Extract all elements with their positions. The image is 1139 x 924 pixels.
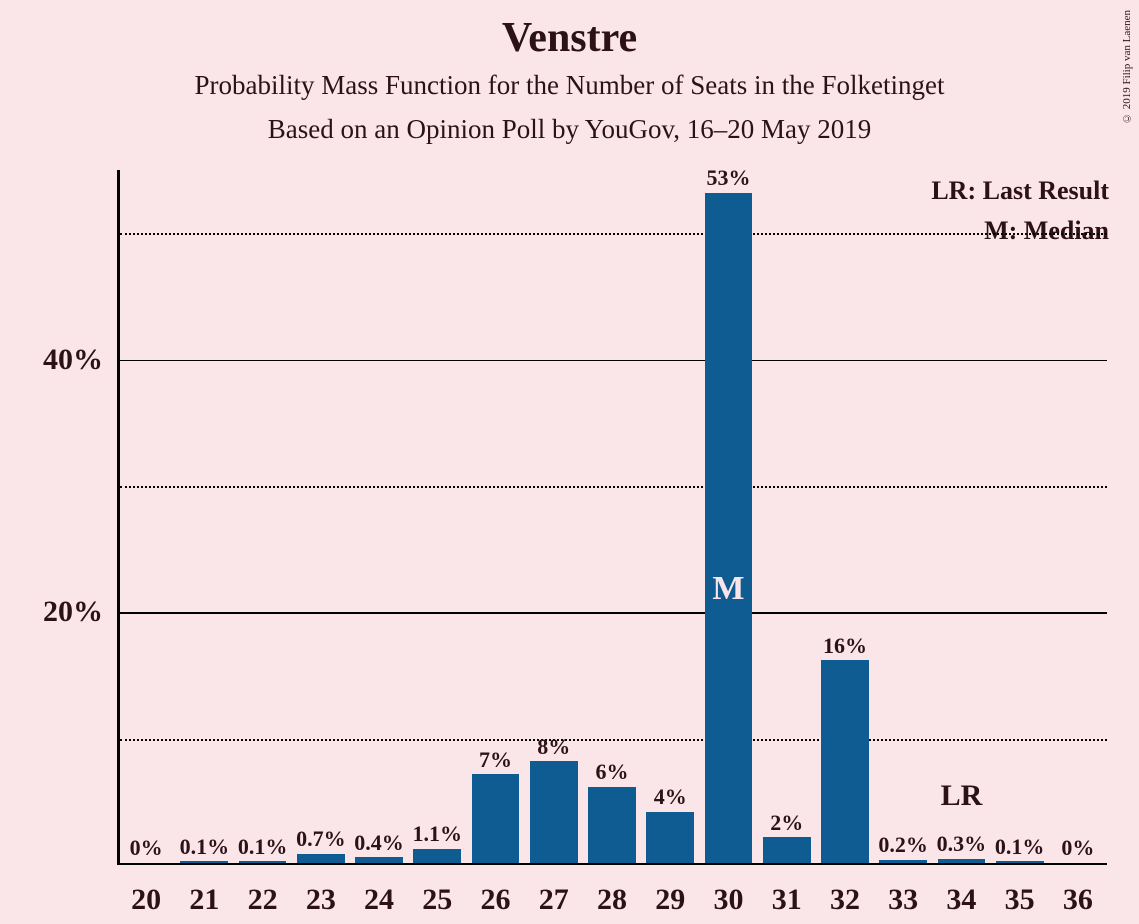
x-tick-label: 29 bbox=[655, 883, 685, 917]
plot-area: 0%0.1%0.1%0.7%0.4%1.1%7%8%6%4%53%M2%16%0… bbox=[117, 170, 1107, 865]
bar bbox=[879, 860, 927, 863]
bar bbox=[821, 660, 869, 862]
x-axis bbox=[117, 863, 1107, 866]
bar bbox=[996, 861, 1044, 862]
bar bbox=[413, 849, 461, 863]
bar-value-label: 2% bbox=[770, 810, 803, 836]
bar-value-label: 0% bbox=[130, 835, 163, 861]
y-axis bbox=[117, 170, 120, 865]
x-tick-label: 35 bbox=[1005, 883, 1035, 917]
bar bbox=[646, 812, 694, 863]
bar-value-label: 0.4% bbox=[354, 830, 404, 856]
bar-value-label: 0.1% bbox=[238, 834, 288, 860]
gridline-major bbox=[120, 360, 1108, 362]
bar-value-label: 16% bbox=[823, 633, 867, 659]
y-tick-label: 20% bbox=[0, 595, 103, 629]
bar-value-label: 0.1% bbox=[995, 834, 1045, 860]
x-tick-label: 36 bbox=[1063, 883, 1093, 917]
x-tick-label: 28 bbox=[597, 883, 627, 917]
x-tick-label: 34 bbox=[946, 883, 976, 917]
bar bbox=[239, 861, 287, 862]
bar-value-label: 1.1% bbox=[413, 821, 463, 847]
bar bbox=[588, 787, 636, 863]
bar-value-label: 7% bbox=[479, 747, 512, 773]
bar-value-label: 0.1% bbox=[180, 834, 230, 860]
bar-value-label: 4% bbox=[654, 784, 687, 810]
bar bbox=[297, 854, 345, 863]
median-marker: M bbox=[712, 570, 744, 608]
x-tick-label: 25 bbox=[422, 883, 452, 917]
gridline-minor bbox=[120, 739, 1108, 741]
bar-value-label: 0.7% bbox=[296, 826, 346, 852]
x-tick-label: 21 bbox=[189, 883, 219, 917]
bar-value-label: 0.3% bbox=[937, 831, 987, 857]
x-tick-label: 31 bbox=[772, 883, 802, 917]
x-tick-label: 32 bbox=[830, 883, 860, 917]
bar-value-label: 0% bbox=[1061, 835, 1094, 861]
bar-value-label: 0.2% bbox=[878, 832, 928, 858]
chart-subtitle-2: Based on an Opinion Poll by YouGov, 16–2… bbox=[0, 114, 1139, 145]
gridline-minor bbox=[120, 233, 1108, 235]
x-tick-label: 24 bbox=[364, 883, 394, 917]
bar bbox=[530, 761, 578, 862]
bar bbox=[705, 193, 753, 863]
x-tick-label: 33 bbox=[888, 883, 918, 917]
x-tick-label: 27 bbox=[539, 883, 569, 917]
bar-value-label: 53% bbox=[706, 165, 750, 191]
bar-value-label: 6% bbox=[596, 759, 629, 785]
x-tick-label: 23 bbox=[306, 883, 336, 917]
x-tick-label: 20 bbox=[131, 883, 161, 917]
last-result-marker: LR bbox=[941, 779, 983, 813]
gridline-major bbox=[120, 612, 1108, 614]
bar bbox=[938, 859, 986, 863]
gridline-minor bbox=[120, 486, 1108, 488]
y-tick-label: 40% bbox=[0, 343, 103, 377]
x-tick-label: 30 bbox=[713, 883, 743, 917]
bar-value-label: 8% bbox=[537, 734, 570, 760]
chart-subtitle-1: Probability Mass Function for the Number… bbox=[0, 70, 1139, 101]
bar bbox=[472, 774, 520, 862]
bar bbox=[180, 861, 228, 862]
bar bbox=[355, 857, 403, 862]
x-tick-label: 22 bbox=[248, 883, 278, 917]
chart-title: Venstre bbox=[0, 14, 1139, 62]
bar bbox=[763, 837, 811, 862]
x-tick-label: 26 bbox=[481, 883, 511, 917]
copyright-text: © 2019 Filip van Laenen bbox=[1121, 10, 1133, 124]
